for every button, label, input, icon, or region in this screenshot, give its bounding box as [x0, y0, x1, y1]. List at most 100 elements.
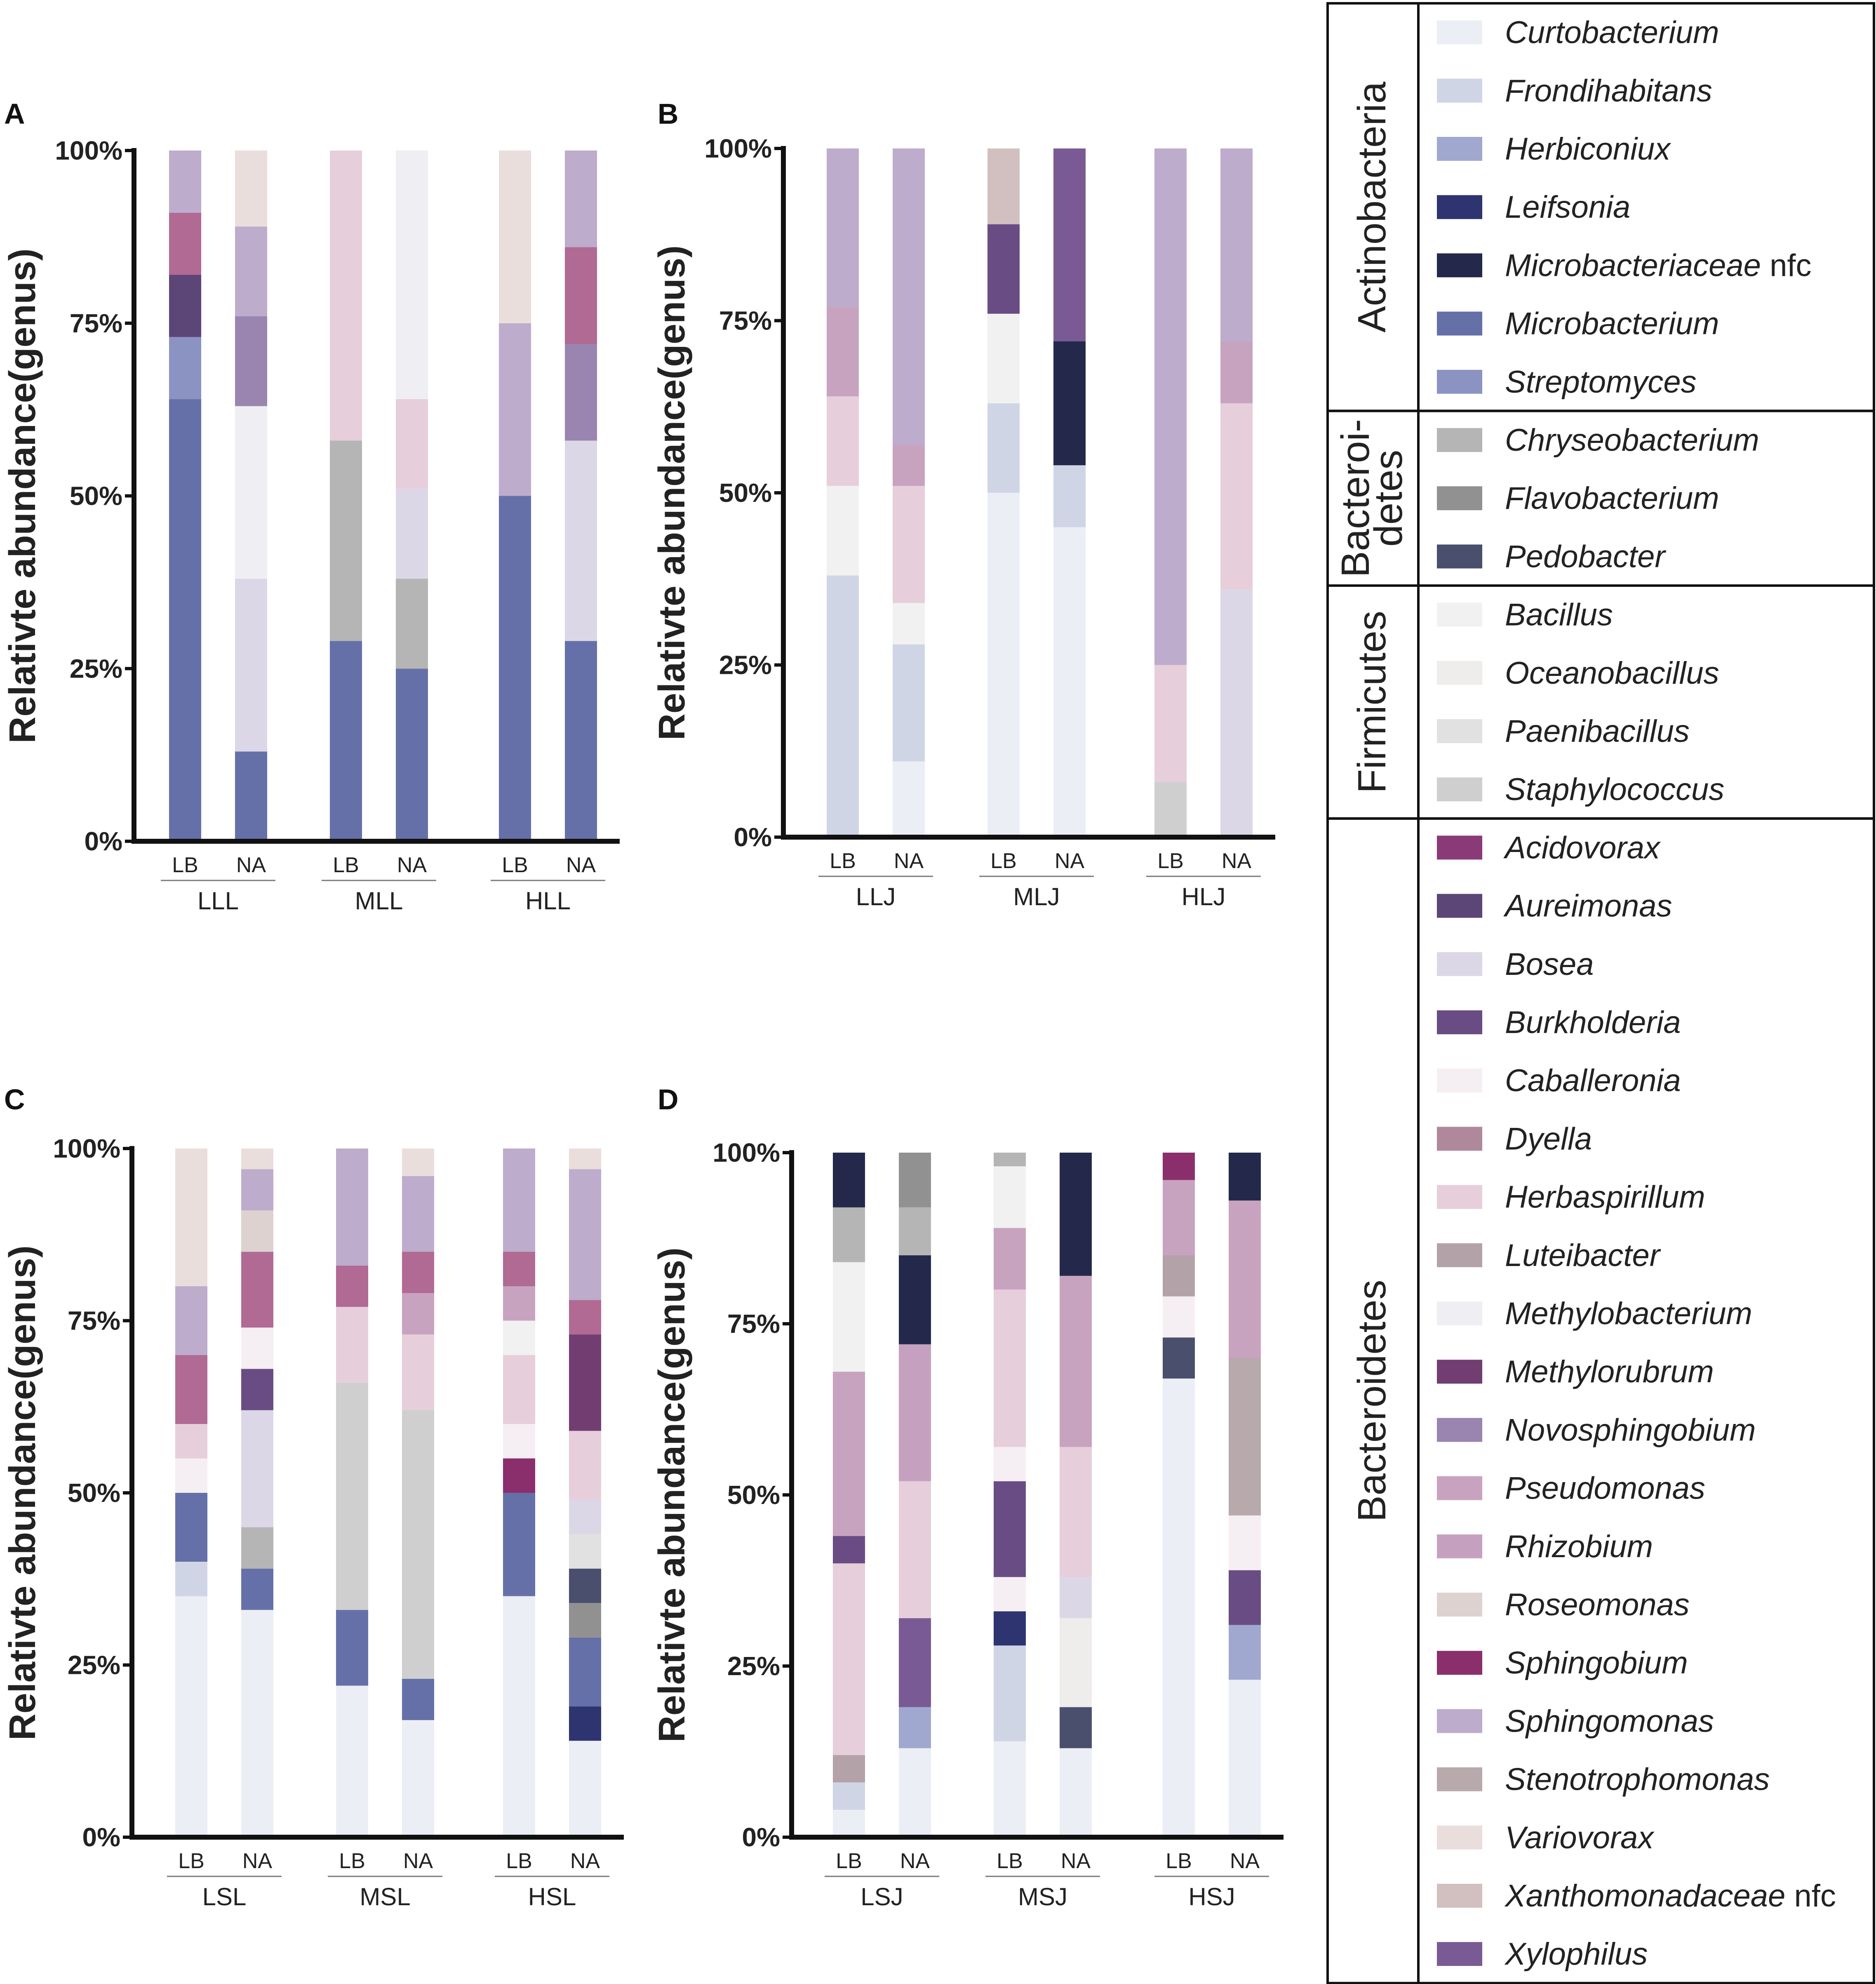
- bar-segment: [503, 1458, 535, 1493]
- sample-label: LB: [990, 849, 1017, 873]
- legend-swatch: [1437, 544, 1482, 569]
- bar-segment: [569, 1499, 601, 1534]
- panel-letter: C: [4, 1083, 25, 1116]
- bar-segment: [241, 1149, 273, 1170]
- bar-segment: [893, 148, 925, 445]
- bar-segment: [994, 1481, 1026, 1577]
- bar-segment: [1163, 1296, 1195, 1338]
- bar-segment: [1229, 1153, 1261, 1201]
- bar-segment: [994, 1290, 1026, 1447]
- legend-label: Acidovorax: [1503, 830, 1661, 865]
- legend-section-2: Firmicutes Bacillus Oceanobacillus Paenibac…: [1326, 584, 1875, 820]
- legend-label: Aureimonas: [1503, 889, 1672, 924]
- bar-segment: [569, 1637, 601, 1706]
- group-label: LSL: [202, 1883, 247, 1911]
- bar-segment: [899, 1481, 931, 1618]
- bar-segment: [175, 1596, 207, 1837]
- legend-label: Caballeronia: [1505, 1063, 1681, 1098]
- bar-segment: [565, 344, 597, 441]
- legend-label: Stenotrophomonas: [1505, 1762, 1770, 1797]
- sample-label: LB: [502, 853, 528, 877]
- bar-segment: [1060, 1618, 1092, 1707]
- y-tick-label: 50%: [719, 478, 772, 508]
- bar-segment: [893, 644, 925, 762]
- bar-hsj-na: [1229, 1153, 1261, 1837]
- bar-segment: [1163, 1255, 1195, 1297]
- bar-segment: [987, 148, 1020, 224]
- bar-segment: [169, 399, 201, 841]
- bar-segment: [169, 151, 201, 213]
- bar-segment: [1229, 1570, 1261, 1625]
- panel-letter: D: [658, 1083, 679, 1116]
- bar-segment: [569, 1741, 601, 1837]
- legend-swatch: [1437, 1825, 1482, 1850]
- bar-segment: [1163, 1378, 1195, 1837]
- bar-segment: [503, 1493, 535, 1596]
- bar-segment: [396, 151, 428, 399]
- legend-label: Herbiconiux: [1505, 132, 1671, 167]
- bar-segment: [241, 1527, 273, 1569]
- bar-segment: [503, 1596, 535, 1837]
- legend-swatch: [1437, 1127, 1482, 1151]
- panel-b: B Relativte abundance(genus) LB NA LB NA LB NA L…: [651, 98, 1275, 911]
- bar-segment: [241, 1327, 273, 1369]
- bar-segment: [330, 151, 362, 441]
- legend-label: Methylorubrum: [1505, 1354, 1714, 1389]
- legend-swatch: [1437, 1010, 1482, 1034]
- legend-swatch: [1437, 1185, 1482, 1209]
- bar-segment: [827, 486, 859, 576]
- bar-segment: [1163, 1153, 1195, 1180]
- group-label: HLL: [525, 887, 571, 915]
- sample-label: NA: [566, 853, 596, 877]
- legend-section-0: Actinobacteria Curtobacterium Frondihabita…: [1326, 2, 1875, 412]
- bar-segment: [503, 1355, 535, 1424]
- bar-segment: [994, 1166, 1026, 1228]
- bar-segment: [402, 1410, 434, 1679]
- bar-segment: [569, 1568, 601, 1603]
- y-tick-label: 100%: [55, 136, 122, 165]
- bar-segment: [169, 212, 201, 275]
- legend-label: Roseomonas: [1505, 1587, 1690, 1622]
- bar-segment: [396, 489, 428, 579]
- sample-label: LB: [172, 853, 198, 877]
- sample-label: NA: [894, 849, 924, 873]
- bar-segment: [396, 399, 428, 489]
- sample-label: NA: [570, 1849, 600, 1873]
- bar-hsl-lb: [503, 1149, 535, 1837]
- bar-segment: [175, 1355, 207, 1424]
- bar-segment: [330, 641, 362, 841]
- bar-hlj-lb: [1154, 148, 1187, 837]
- legend-swatch: [1437, 137, 1482, 161]
- legend-label: Microbacterium: [1505, 306, 1719, 341]
- panel-a: A Relativte abundance(genus) LB NA LB NA LB NA L…: [2, 98, 620, 915]
- legend-swatch: [1437, 369, 1482, 394]
- bar-segment: [833, 1153, 865, 1207]
- sample-label: LB: [997, 1849, 1023, 1873]
- bar-segment: [402, 1720, 434, 1837]
- bar-segment: [987, 224, 1020, 314]
- legend-label: Xylophilus: [1504, 1937, 1648, 1972]
- bar-segment: [1220, 403, 1253, 589]
- sample-label: NA: [397, 853, 427, 877]
- legend-swatch: [1437, 78, 1482, 103]
- sample-label: LB: [333, 853, 359, 877]
- bar-lsl-na: [241, 1149, 273, 1837]
- bar-segment: [396, 579, 428, 669]
- bar-segment: [175, 1493, 207, 1562]
- bar-segment: [899, 1618, 931, 1707]
- y-tick-label: 50%: [70, 481, 122, 511]
- legend-section-3: Bacteroidetes Acidovorax Aureimonas Bosea Bu…: [1326, 817, 1875, 1984]
- legend-label: Microbacteriaceae nfc: [1505, 248, 1811, 283]
- y-tick-label: 75%: [68, 1306, 120, 1336]
- bar-segment: [235, 406, 267, 579]
- bar-segment: [169, 275, 201, 337]
- bar-segment: [503, 1286, 535, 1321]
- panel-c: C Relativte abundance(genus) LB NA LB NA LB NA L…: [2, 1083, 624, 1911]
- bar-segment: [827, 148, 859, 307]
- bar-segment: [827, 307, 859, 397]
- legend-section-box: [1326, 817, 1875, 1984]
- sample-label: NA: [1230, 1849, 1260, 1873]
- bar-segment: [1220, 148, 1253, 341]
- bar-segment: [569, 1706, 601, 1741]
- legend-label: Burkholderia: [1505, 1005, 1681, 1040]
